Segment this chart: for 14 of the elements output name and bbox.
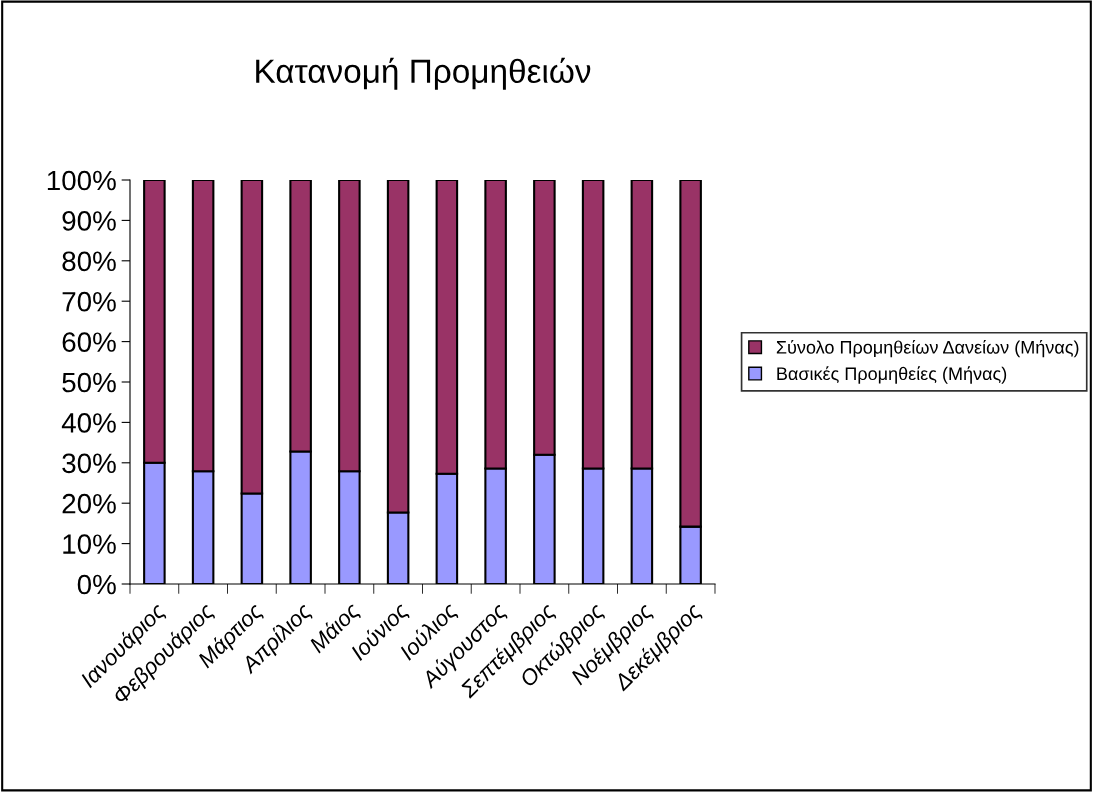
chart-title: Κατανομή Προμηθειών: [256, 57, 591, 90]
y-tick-label: 40%: [61, 413, 116, 433]
y-tick-label: 30%: [62, 453, 116, 474]
legend-label: Βασικές Προμηθείες (Μήνας): [777, 366, 1007, 384]
y-tick-label: 50%: [62, 372, 116, 393]
y-tick-label: 100%: [47, 170, 116, 191]
y-tick-label: 20%: [62, 493, 116, 514]
y-tick-label: 0%: [77, 574, 116, 595]
y-tick-label: 80%: [62, 251, 116, 272]
y-tick-label: 90%: [62, 211, 116, 231]
y-tick-label: 60%: [62, 332, 116, 352]
y-tick-label: 70%: [62, 291, 116, 312]
y-tick-label: 10%: [63, 534, 116, 554]
legend-label: Σύνολο Προμηθείων Δανείων (Μήνας): [776, 339, 1079, 358]
